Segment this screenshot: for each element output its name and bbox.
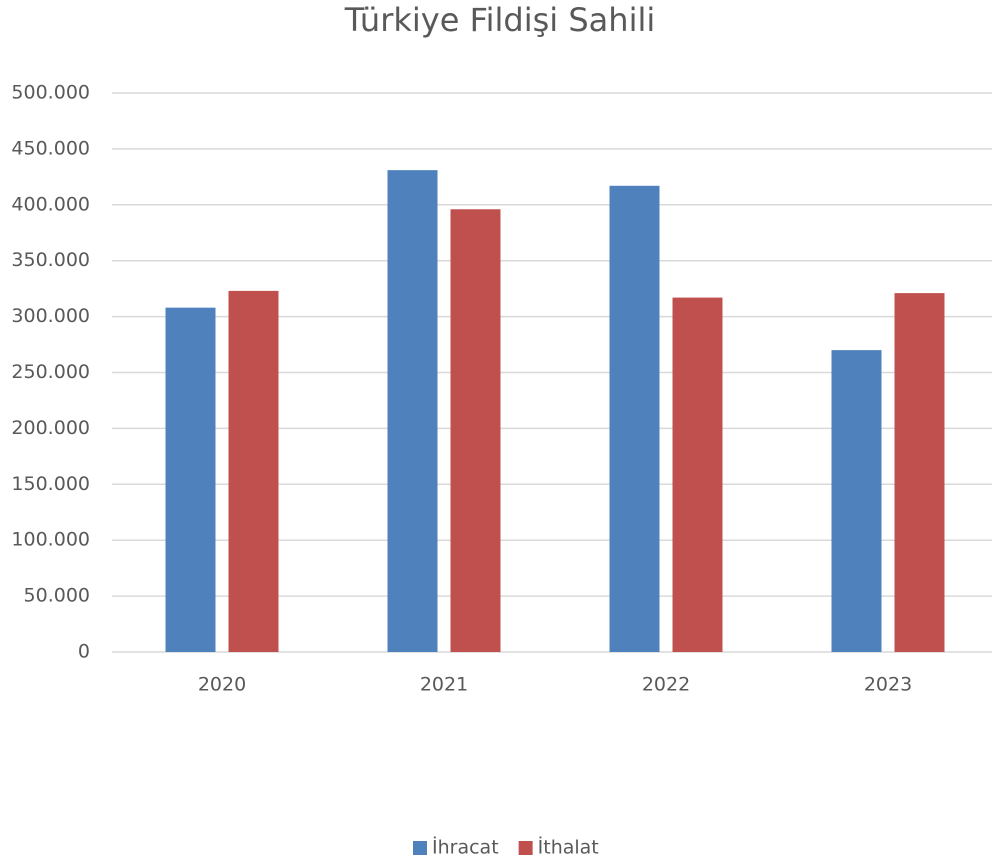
- y-tick-label: 400.000: [11, 193, 90, 215]
- x-tick-label: 2022: [642, 674, 690, 696]
- bar: [387, 170, 438, 652]
- bar: [894, 293, 945, 652]
- y-tick-label: 150.000: [11, 473, 90, 495]
- bar: [450, 209, 501, 652]
- y-tick-label: 200.000: [11, 417, 90, 439]
- x-tick-label: 2020: [198, 674, 246, 696]
- y-tick-label: 250.000: [11, 361, 90, 383]
- y-tick-label: 100.000: [11, 529, 90, 551]
- legend-label: İhracat: [432, 836, 499, 859]
- y-tick-label: 350.000: [11, 249, 90, 271]
- x-tick-label: 2021: [420, 674, 468, 696]
- bar: [831, 350, 882, 652]
- y-tick-label: 450.000: [11, 137, 90, 159]
- legend-swatch: [518, 841, 533, 855]
- bar: [165, 307, 216, 652]
- y-tick-label: 50.000: [24, 585, 90, 607]
- legend-swatch: [413, 841, 427, 855]
- chart-title: Türkiye Fildişi Sahili: [344, 1, 655, 39]
- y-tick-label: 500.000: [11, 82, 90, 104]
- legend-label: İthalat: [538, 836, 599, 859]
- bar: [228, 290, 279, 652]
- x-tick-label: 2023: [864, 674, 912, 696]
- bar: [672, 297, 723, 652]
- y-tick-label: 300.000: [11, 305, 90, 327]
- y-tick-label: 0: [78, 641, 90, 663]
- bar: [609, 185, 660, 652]
